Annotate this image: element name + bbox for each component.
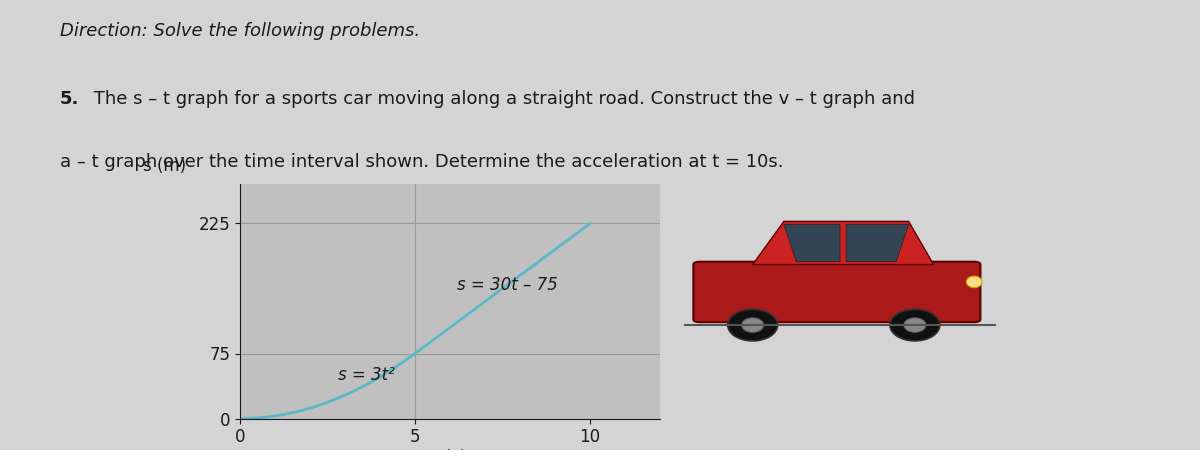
Text: 5.: 5. [60, 90, 79, 108]
Text: a – t graph over the time interval shown. Determine the acceleration at t = 10s.: a – t graph over the time interval shown… [60, 153, 784, 171]
Polygon shape [752, 221, 934, 265]
Text: s = 3t²: s = 3t² [338, 365, 395, 383]
Text: Direction: Solve the following problems.: Direction: Solve the following problems. [60, 22, 420, 40]
Y-axis label: s (m): s (m) [143, 157, 186, 175]
Text: s = 30t – 75: s = 30t – 75 [457, 276, 558, 294]
Polygon shape [784, 224, 840, 262]
Polygon shape [846, 224, 908, 262]
Ellipse shape [890, 309, 940, 341]
Ellipse shape [742, 318, 763, 332]
FancyBboxPatch shape [694, 262, 980, 322]
X-axis label: t (s): t (s) [433, 449, 467, 450]
Ellipse shape [904, 318, 926, 332]
Text: The s – t graph for a sports car moving along a straight road. Construct the v –: The s – t graph for a sports car moving … [88, 90, 914, 108]
Ellipse shape [727, 309, 778, 341]
Ellipse shape [966, 276, 982, 288]
